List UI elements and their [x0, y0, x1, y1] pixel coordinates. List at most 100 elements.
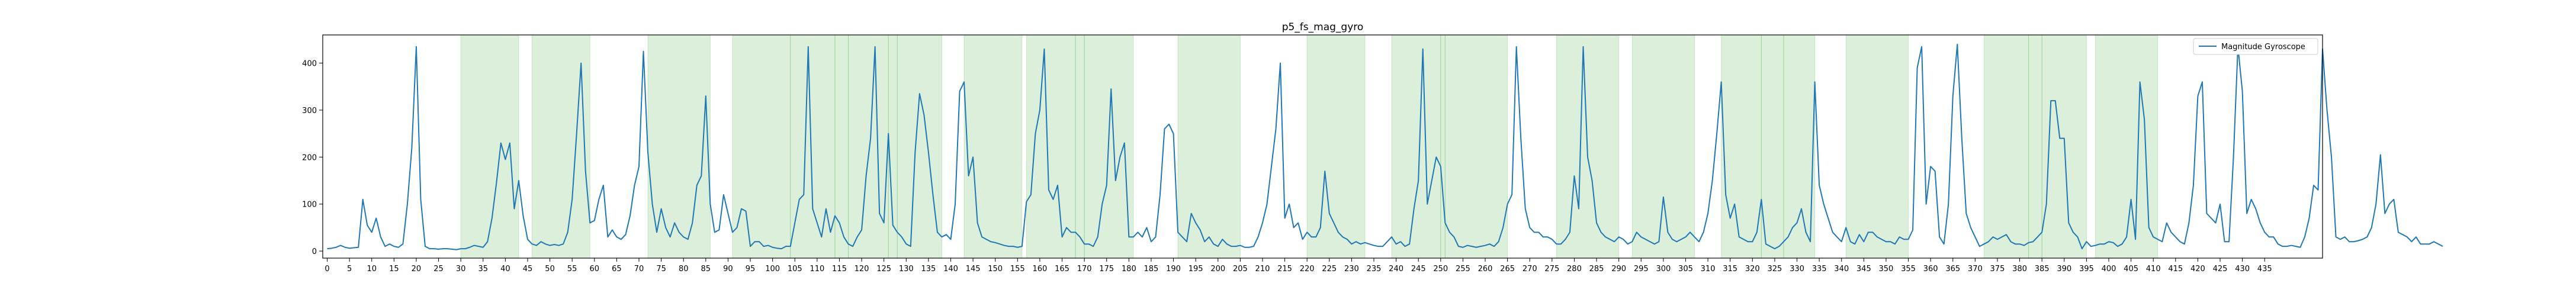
x-tick-label: 360 — [1923, 265, 1938, 274]
x-tick-label: 20 — [412, 265, 422, 274]
x-tick-label: 205 — [1233, 265, 1248, 274]
shaded-region — [1845, 34, 1909, 259]
x-tick-label: 105 — [788, 265, 802, 274]
x-tick-label: 75 — [656, 265, 666, 274]
x-tick-label: 280 — [1567, 265, 1582, 274]
shaded-region — [834, 34, 849, 259]
x-tick-label: 110 — [810, 265, 824, 274]
x-tick-label: 225 — [1322, 265, 1337, 274]
x-tick-label: 340 — [1834, 265, 1849, 274]
y-tick-label: 300 — [302, 107, 317, 115]
x-tick-label: 290 — [1611, 265, 1626, 274]
shaded-region — [1783, 34, 1816, 259]
x-tick-label: 240 — [1389, 265, 1403, 274]
x-tick-label: 100 — [765, 265, 780, 274]
x-tick-label: 305 — [1678, 265, 1693, 274]
x-tick-label: 50 — [545, 265, 555, 274]
legend-label: Magnitude Gyroscope — [2221, 43, 2305, 52]
x-tick-label: 115 — [832, 265, 847, 274]
x-tick-label: 430 — [2235, 265, 2250, 274]
x-tick-label: 265 — [1500, 265, 1515, 274]
x-axis: 0 5 10 15 20 25 30 35 40 45 50 55 60 65 70 75 80 85 90 95 10… — [325, 258, 2272, 274]
x-tick-label: 390 — [2057, 265, 2071, 274]
shaded-region — [847, 34, 889, 259]
x-tick-label: 125 — [876, 265, 891, 274]
shaded-region — [1631, 34, 1695, 259]
x-tick-label: 415 — [2168, 265, 2183, 274]
x-tick-label: 170 — [1077, 265, 1092, 274]
x-tick-label: 15 — [389, 265, 399, 274]
x-tick-label: 95 — [746, 265, 756, 274]
y-tick-label: 100 — [302, 201, 317, 210]
x-tick-label: 300 — [1656, 265, 1671, 274]
shaded-region — [1075, 34, 1085, 259]
x-tick-label: 275 — [1544, 265, 1559, 274]
x-tick-label: 140 — [943, 265, 958, 274]
x-tick-label: 145 — [966, 265, 981, 274]
x-tick-label: 90 — [723, 265, 733, 274]
x-tick-label: 270 — [1523, 265, 1537, 274]
x-tick-label: 435 — [2257, 265, 2272, 274]
x-tick-label: 345 — [1856, 265, 1871, 274]
x-tick-label: 160 — [1032, 265, 1047, 274]
x-tick-label: 220 — [1300, 265, 1315, 274]
shaded-region — [732, 34, 791, 259]
x-tick-label: 60 — [590, 265, 600, 274]
y-tick-label: 0 — [312, 247, 317, 256]
x-tick-label: 250 — [1433, 265, 1448, 274]
plot-frame — [322, 34, 2323, 259]
x-tick-label: 195 — [1189, 265, 1203, 274]
x-tick-label: 260 — [1478, 265, 1493, 274]
x-tick-label: 405 — [2124, 265, 2138, 274]
x-tick-label: 245 — [1411, 265, 1426, 274]
y-axis: 0 100 200 300 400 — [302, 60, 323, 256]
x-tick-label: 235 — [1367, 265, 1382, 274]
x-tick-label: 55 — [567, 265, 577, 274]
x-tick-label: 395 — [2079, 265, 2094, 274]
shaded-region — [790, 34, 836, 259]
shaded-region — [1026, 34, 1076, 259]
shaded-region — [897, 34, 942, 259]
legend-box — [2193, 38, 2318, 55]
shaded-region — [1761, 34, 1784, 259]
x-tick-label: 370 — [1968, 265, 1983, 274]
shaded-region — [1983, 34, 2029, 259]
chart-title: p5_fs_mag_gyro — [1282, 21, 1364, 33]
x-tick-label: 285 — [1589, 265, 1604, 274]
x-tick-label: 25 — [433, 265, 444, 274]
y-tick-label: 400 — [302, 60, 317, 69]
x-tick-label: 215 — [1277, 265, 1292, 274]
x-tick-label: 190 — [1166, 265, 1181, 274]
x-tick-label: 40 — [500, 265, 510, 274]
x-tick-label: 80 — [679, 265, 689, 274]
shaded-region — [647, 34, 711, 259]
series-group — [327, 43, 2443, 250]
x-tick-label: 420 — [2190, 265, 2205, 274]
x-tick-label: 35 — [478, 265, 488, 274]
x-tick-label: 325 — [1767, 265, 1782, 274]
shaded-region — [963, 34, 1023, 259]
series-line — [327, 43, 2443, 250]
x-tick-label: 200 — [1210, 265, 1225, 274]
x-tick-label: 150 — [988, 265, 1003, 274]
x-tick-label: 30 — [456, 265, 466, 274]
x-tick-label: 385 — [2035, 265, 2050, 274]
x-tick-label: 185 — [1144, 265, 1159, 274]
x-tick-label: 180 — [1122, 265, 1136, 274]
shaded-region — [1444, 34, 1508, 259]
x-tick-label: 65 — [612, 265, 622, 274]
x-tick-label: 330 — [1790, 265, 1804, 274]
x-tick-label: 70 — [634, 265, 644, 274]
x-tick-label: 85 — [701, 265, 711, 274]
x-tick-label: 130 — [899, 265, 914, 274]
x-tick-label: 10 — [367, 265, 377, 274]
x-tick-label: 295 — [1634, 265, 1649, 274]
shaded-regions — [460, 34, 2159, 259]
x-tick-label: 120 — [855, 265, 869, 274]
x-tick-label: 320 — [1745, 265, 1760, 274]
x-tick-label: 230 — [1344, 265, 1359, 274]
shaded-region — [2028, 34, 2042, 259]
shaded-region — [1391, 34, 1441, 259]
x-tick-label: 365 — [1945, 265, 1960, 274]
